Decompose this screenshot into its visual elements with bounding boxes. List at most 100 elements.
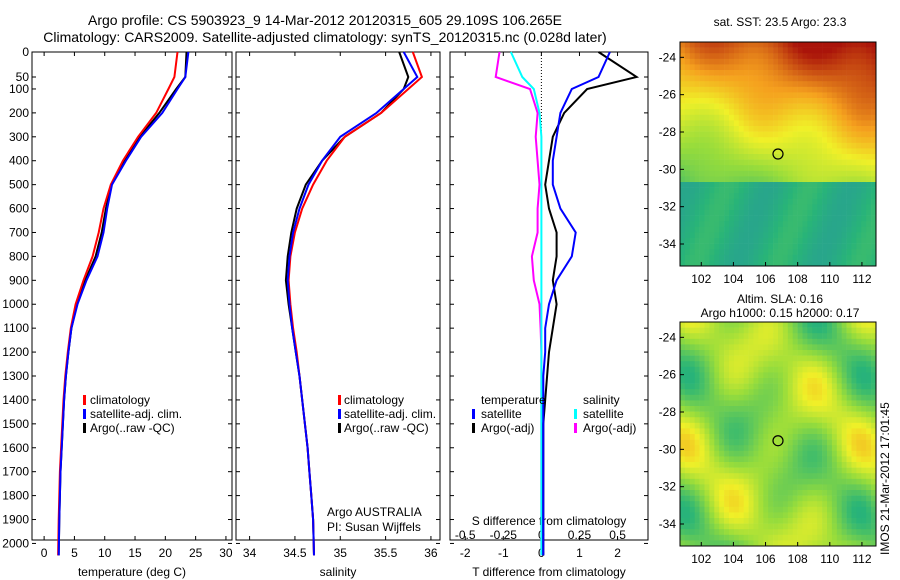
map-cell — [846, 523, 852, 530]
map-cell — [861, 473, 867, 480]
panel-frame — [449, 51, 649, 541]
map-cell — [773, 238, 779, 244]
map-cell — [743, 187, 749, 194]
map-cell — [846, 350, 852, 356]
map-cell — [792, 165, 798, 172]
map-cell — [841, 254, 847, 261]
map-cell — [694, 221, 700, 228]
map-cell — [831, 170, 838, 177]
map-cell — [812, 243, 818, 250]
map-cell — [792, 534, 798, 541]
map-cell — [846, 98, 852, 104]
x-axis-label: salinity — [320, 565, 357, 579]
map-cell — [758, 170, 764, 177]
map-cell — [714, 523, 720, 530]
map-cell — [743, 221, 749, 228]
map-cell — [782, 506, 789, 513]
map-cell — [684, 434, 691, 440]
map-cell — [689, 81, 695, 88]
map-cell — [871, 159, 877, 166]
map-cell — [768, 338, 774, 345]
map-cell — [758, 142, 764, 149]
map-cell — [763, 333, 769, 340]
map-cell — [836, 170, 842, 177]
map-cell — [733, 406, 740, 412]
map-cell — [846, 383, 852, 390]
map-cell — [709, 350, 715, 356]
map-cell — [871, 529, 877, 536]
map-cell — [714, 406, 720, 412]
map-cell — [802, 182, 808, 188]
map-cell — [714, 378, 720, 384]
map-cell — [714, 333, 720, 340]
legend-swatch — [574, 423, 577, 433]
map-cell — [773, 165, 779, 172]
map-cell — [802, 75, 808, 82]
map-cell — [787, 473, 793, 480]
map-cell — [680, 165, 686, 172]
map-cell — [709, 322, 715, 328]
map-cell — [856, 98, 862, 104]
map-cell — [773, 484, 779, 491]
map-cell — [704, 232, 710, 239]
map-cell — [719, 366, 725, 373]
map-cell — [773, 81, 779, 88]
map-cell — [836, 103, 842, 110]
map-cell — [719, 58, 725, 65]
map-cell — [724, 394, 730, 401]
map-cell — [797, 344, 803, 351]
map-cell — [684, 131, 691, 138]
map-cell — [778, 400, 784, 407]
map-cell — [792, 64, 798, 71]
map-cell — [782, 92, 789, 99]
map-cell — [724, 411, 730, 418]
map-cell — [841, 355, 847, 362]
map-cell — [856, 47, 862, 54]
map-cell — [807, 154, 813, 160]
map-cell — [753, 344, 759, 351]
map-cell — [738, 338, 744, 345]
map-cell — [704, 98, 710, 104]
map-cell — [797, 523, 803, 530]
map-cell — [787, 238, 793, 244]
map-cell — [851, 355, 857, 362]
map-cell — [822, 338, 828, 345]
map-cell — [817, 478, 823, 485]
map-cell — [866, 495, 872, 502]
map-cell — [743, 114, 749, 121]
map-cell — [871, 411, 877, 418]
map-cell — [753, 142, 759, 149]
map-cell — [758, 484, 764, 491]
map-cell — [753, 254, 759, 261]
map-cell — [836, 406, 842, 412]
map-cell — [802, 439, 808, 446]
map-cell — [753, 450, 759, 457]
legend-swatch — [83, 409, 86, 419]
map-cell — [841, 518, 847, 524]
map-cell — [699, 187, 705, 194]
map-cell — [709, 534, 715, 541]
map-cell — [807, 81, 813, 88]
map-cell — [738, 148, 744, 155]
map-cell — [792, 142, 798, 149]
map-cell — [822, 86, 828, 93]
map-cell — [724, 58, 730, 65]
map-cell — [773, 422, 779, 429]
map-cell — [846, 81, 852, 88]
map-cell — [758, 456, 764, 463]
map-cell — [743, 109, 749, 116]
map-cell — [871, 109, 877, 116]
map-cell — [729, 445, 735, 452]
map-cell — [753, 400, 759, 407]
map-cell — [704, 417, 710, 424]
map-cell — [812, 64, 818, 71]
map-cell — [831, 394, 838, 401]
map-cell — [836, 366, 842, 373]
map-cell — [792, 428, 798, 435]
map-cell — [733, 344, 740, 351]
map-cell — [861, 411, 867, 418]
map-cell — [719, 478, 725, 485]
map-cell — [748, 523, 754, 530]
map-cell — [729, 506, 735, 513]
map-cell — [817, 170, 823, 177]
